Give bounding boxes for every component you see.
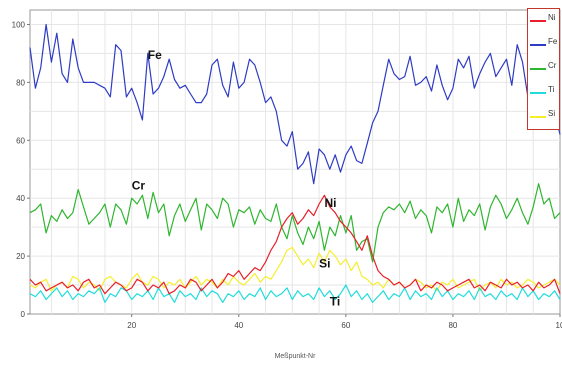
series-layer bbox=[29, 23, 561, 303]
legend-label: Fe bbox=[548, 37, 558, 46]
annotation-fe: Fe bbox=[148, 48, 162, 62]
x-tick-label: 80 bbox=[448, 321, 457, 330]
series-line-ni bbox=[29, 194, 561, 295]
x-tick-label: 20 bbox=[127, 321, 136, 330]
x-tick-label: 60 bbox=[341, 321, 350, 330]
legend-label: Si bbox=[548, 109, 556, 118]
x-tick-label: 40 bbox=[234, 321, 243, 330]
grid bbox=[30, 10, 560, 314]
y-tick-label: 0 bbox=[21, 310, 26, 319]
legend-label: Ti bbox=[548, 85, 555, 94]
axes: 0 20 40 60 80 100 20 40 60 80 10 bbox=[12, 20, 562, 330]
y-tick-label: 40 bbox=[16, 194, 25, 203]
legend-swatch bbox=[530, 20, 546, 22]
legend-swatch bbox=[530, 44, 546, 46]
legend-item-cr: Cr bbox=[530, 61, 560, 75]
plot-area bbox=[29, 9, 561, 315]
annotations: Fe Cr Ni Si Ti bbox=[132, 48, 341, 308]
legend-swatch bbox=[530, 116, 546, 118]
legend-item-fe: Fe bbox=[530, 37, 560, 51]
y-tick-label: 60 bbox=[16, 136, 25, 145]
series-line-cr bbox=[29, 183, 561, 263]
legend-swatch bbox=[530, 68, 546, 70]
x-tick-label: 10 bbox=[556, 321, 562, 330]
series-line-fe bbox=[29, 23, 561, 185]
y-tick-label: 80 bbox=[16, 78, 25, 87]
legend-swatch bbox=[530, 92, 546, 94]
series-line-ti bbox=[29, 284, 561, 303]
annotation-ti: Ti bbox=[330, 294, 340, 308]
x-axis-label: Meßpunkt-Nr bbox=[275, 353, 317, 360]
legend-label: Ni bbox=[548, 13, 556, 22]
y-tick-label: 20 bbox=[16, 252, 25, 261]
legend-item-ti: Ti bbox=[530, 85, 560, 99]
legend-label: Cr bbox=[548, 61, 557, 70]
y-tick-label: 100 bbox=[12, 20, 26, 29]
annotation-cr: Cr bbox=[132, 179, 146, 193]
legend-item-si: Si bbox=[530, 109, 560, 123]
annotation-ni: Ni bbox=[324, 196, 336, 210]
legend: Ni Fe Cr Ti Si bbox=[527, 8, 560, 130]
legend-item-ni: Ni bbox=[530, 13, 560, 27]
annotation-si: Si bbox=[319, 257, 330, 271]
